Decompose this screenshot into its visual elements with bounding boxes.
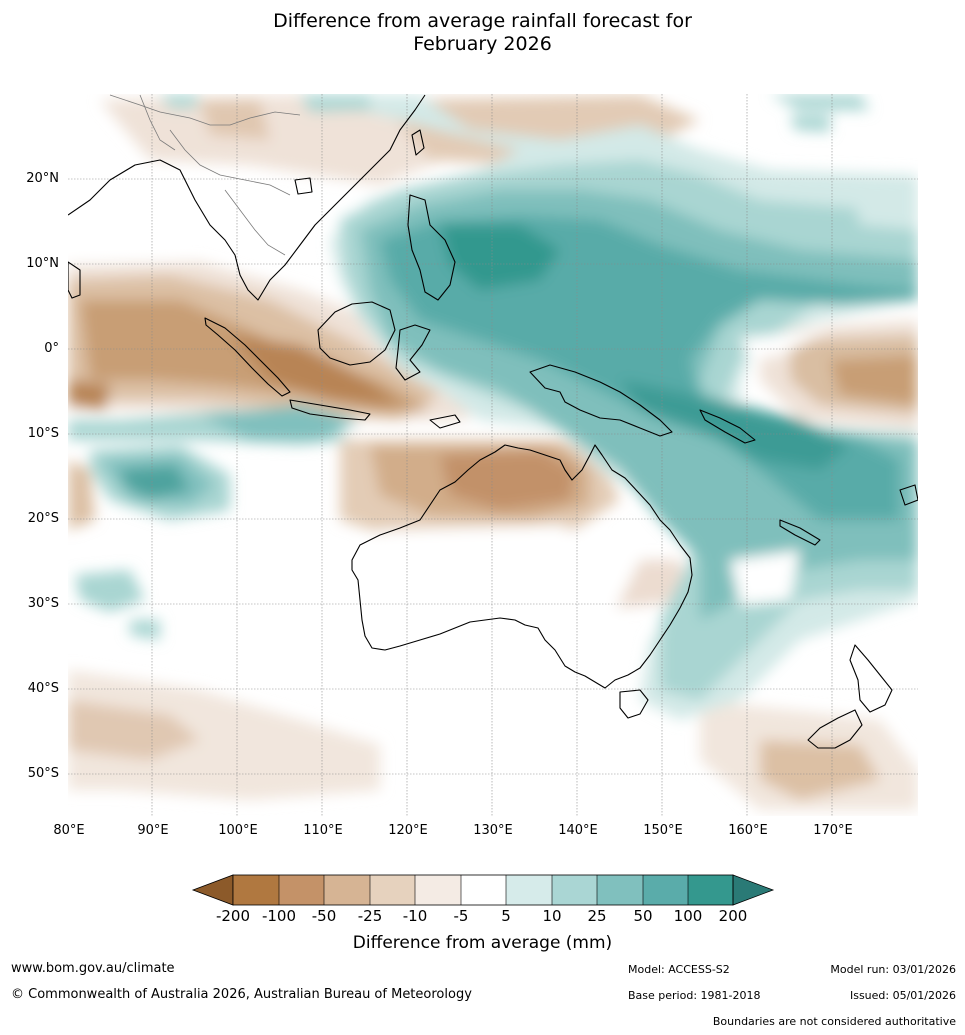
wet-region	[160, 95, 200, 108]
solomon-coastline	[699, 409, 756, 444]
graticule	[68, 94, 918, 816]
wet-region	[850, 180, 918, 230]
lat-label-0: 0°	[44, 341, 59, 356]
lat-label-30s: 30°S	[27, 596, 59, 611]
colorbar-swatch	[688, 875, 733, 905]
colorbar-swatch	[279, 875, 324, 905]
issued-date: Issued: 05/01/2026	[849, 989, 956, 1002]
country-borders	[109, 94, 301, 256]
dry-region	[68, 380, 110, 410]
colorbar-swatch	[461, 875, 506, 905]
wet-region	[790, 115, 830, 132]
taiwan-coastline	[411, 129, 425, 156]
colorbar-swatch	[552, 875, 597, 905]
model-run-date: Model run: 03/01/2026	[830, 963, 956, 976]
new-guinea-coastline	[529, 364, 673, 437]
dry-region	[830, 355, 918, 405]
dry-region	[760, 740, 880, 800]
lon-label-100e: 100°E	[218, 823, 258, 838]
colorbar-swatch	[597, 875, 643, 905]
lat-label-40s: 40°S	[27, 681, 59, 696]
colorbar-extend-high	[732, 874, 775, 906]
map-title: Difference from average rainfall forecas…	[0, 10, 965, 56]
lat-label-10n: 10°N	[26, 256, 59, 271]
lat-label-10s: 10°S	[27, 426, 59, 441]
australia-coastline	[351, 444, 693, 689]
neutral-region	[360, 525, 640, 660]
coastlines	[68, 94, 918, 749]
colorbar-tick: 25	[587, 907, 607, 925]
dry-region	[200, 100, 270, 140]
philippines-coastline	[407, 194, 456, 301]
lon-label-90e: 90°E	[137, 823, 169, 838]
title-line-1: Difference from average rainfall forecas…	[273, 10, 692, 32]
colorbar-swatch	[233, 875, 279, 905]
dry-region	[230, 335, 400, 405]
wet-region	[200, 405, 360, 440]
lon-label-80e: 80°E	[53, 823, 85, 838]
sumatra-coastline	[204, 317, 291, 397]
java-coastline	[289, 399, 371, 421]
boundaries-disclaimer: Boundaries are not considered authoritat…	[712, 1015, 956, 1028]
wet-region	[300, 95, 370, 112]
wet-region	[770, 95, 870, 110]
new-zealand-south-coastline	[807, 709, 863, 749]
timor-coastline	[429, 414, 461, 429]
colorbar-tick: -25	[357, 907, 383, 925]
colorbar-tick: 10	[542, 907, 562, 925]
lon-label-160e: 160°E	[728, 823, 768, 838]
asia-coastline	[68, 94, 426, 301]
colorbar-tick: 5	[501, 907, 511, 925]
colorbar-tick: -10	[402, 907, 428, 925]
lon-label-110e: 110°E	[303, 823, 343, 838]
colorbar-swatch	[324, 875, 370, 905]
colorbar-label: Difference from average (mm)	[352, 933, 613, 953]
colorbar-tick: 50	[633, 907, 653, 925]
title-line-2: February 2026	[413, 33, 552, 55]
colorbar-tick: 100	[673, 907, 703, 925]
borneo-coastline	[317, 301, 396, 366]
wet-region	[120, 465, 190, 500]
colorbar-extend-low	[191, 874, 234, 906]
anomaly-field	[68, 94, 918, 816]
model-name: Model: ACCESS-S2	[628, 963, 730, 976]
wet-region	[440, 225, 560, 290]
colorbar-swatch	[415, 875, 461, 905]
colorbar-tick: 200	[718, 907, 748, 925]
hainan-coastline	[294, 177, 313, 195]
lon-label-140e: 140°E	[558, 823, 598, 838]
new-caledonia-coastline	[779, 519, 821, 546]
colorbar-swatch	[643, 875, 688, 905]
fiji-coastline	[899, 484, 918, 506]
colorbar-tick: -5	[453, 907, 469, 925]
bom-url-link[interactable]: www.bom.gov.au/climate	[11, 961, 175, 976]
lon-label-130e: 130°E	[473, 823, 513, 838]
lat-label-20s: 20°S	[27, 511, 59, 526]
colorbar-tick: -50	[311, 907, 337, 925]
neutral-region	[730, 550, 800, 605]
tasmania-coastline	[619, 689, 649, 719]
lon-label-150e: 150°E	[643, 823, 683, 838]
colorbar	[191, 874, 775, 906]
dry-region	[68, 460, 95, 530]
copyright-text: © Commonwealth of Australia 2026, Austra…	[11, 987, 472, 1002]
dry-region	[68, 700, 200, 760]
new-zealand-north-coastline	[849, 644, 893, 713]
lon-label-170e: 170°E	[813, 823, 853, 838]
colorbar-tick: -200	[215, 907, 251, 925]
sri-lanka-coastline	[68, 261, 81, 299]
colorbar-swatch	[506, 875, 552, 905]
wet-region	[75, 570, 145, 612]
dry-region	[68, 670, 380, 800]
base-period: Base period: 1981-2018	[628, 989, 761, 1002]
sulawesi-coastline	[395, 324, 431, 381]
lon-label-120e: 120°E	[388, 823, 428, 838]
colorbar-tick: -100	[261, 907, 297, 925]
colorbar-swatch	[370, 875, 415, 905]
neutral-region	[740, 330, 830, 360]
lat-label-50s: 50°S	[27, 766, 59, 781]
wet-region	[130, 620, 160, 640]
lat-label-20n: 20°N	[26, 171, 59, 186]
